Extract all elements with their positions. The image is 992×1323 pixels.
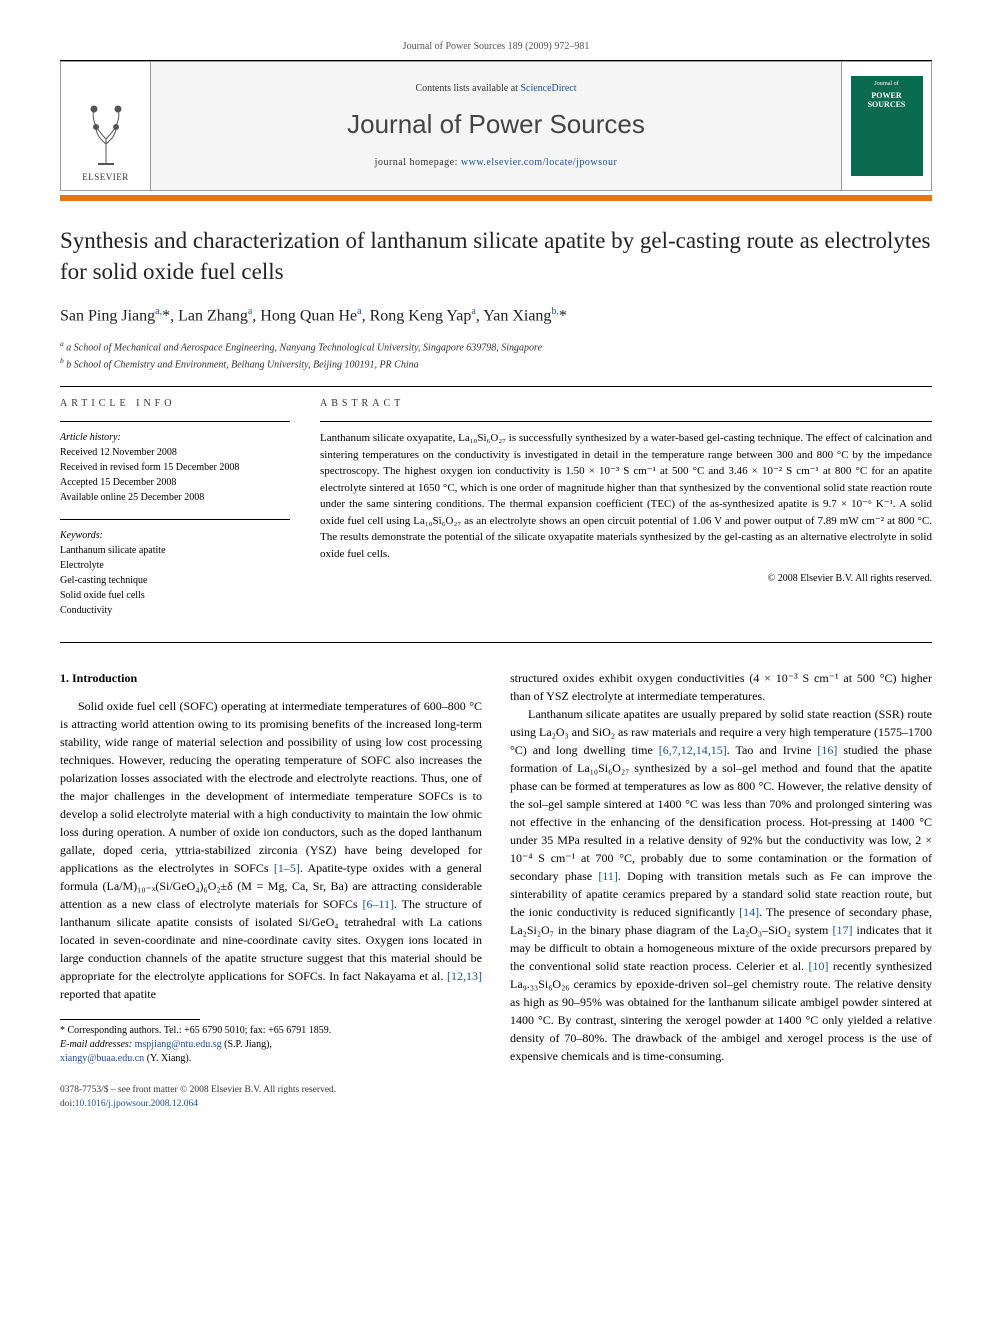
keywords-head: Keywords:	[60, 528, 290, 543]
running-head: Journal of Power Sources 189 (2009) 972–…	[60, 40, 932, 54]
article-info-label: article info	[60, 397, 290, 411]
keywords-block: Keywords: Lanthanum silicate apatite Ele…	[60, 528, 290, 618]
email-line: E-mail addresses: mspjiang@ntu.edu.sg (S…	[60, 1038, 482, 1052]
front-matter-line: 0378-7753/$ – see front matter © 2008 El…	[60, 1084, 336, 1097]
info-abstract-row: article info Article history: Received 1…	[60, 397, 932, 632]
authors-line: San Ping Jianga,*, Lan Zhanga, Hong Quan…	[60, 305, 932, 328]
journal-title: Journal of Power Sources	[347, 106, 645, 142]
abstract-label: abstract	[320, 397, 932, 411]
info-rule-2	[60, 519, 290, 520]
journal-cover-thumb: Journal of POWER SOURCES	[851, 76, 923, 176]
email-label: E-mail addresses:	[60, 1039, 132, 1050]
divider-above-info	[60, 386, 932, 387]
publisher-cell: ELSEVIER	[61, 62, 151, 190]
orange-accent-bar	[60, 195, 932, 201]
article-title: Synthesis and characterization of lantha…	[60, 225, 932, 287]
body-col-left: 1. Introduction Solid oxide fuel cell (S…	[60, 669, 482, 1066]
abstract-text: Lanthanum silicate oxyapatite, La₁₀Si₆O₂…	[320, 430, 932, 562]
keyword: Solid oxide fuel cells	[60, 588, 290, 603]
affiliation-a: a a School of Mechanical and Aerospace E…	[60, 338, 932, 355]
homepage-prefix: journal homepage:	[375, 157, 461, 168]
divider-below-abstract	[60, 642, 932, 643]
journal-homepage-line: journal homepage: www.elsevier.com/locat…	[375, 156, 618, 170]
copyright-line: © 2008 Elsevier B.V. All rights reserved…	[320, 572, 932, 586]
history-line: Received in revised form 15 December 200…	[60, 460, 290, 475]
corresponding-author-note: * Corresponding authors. Tel.: +65 6790 …	[60, 1024, 482, 1038]
email-link-2[interactable]: xiangy@buaa.edu.cn	[60, 1053, 144, 1064]
body-paragraph: Lanthanum silicate apatites are usually …	[510, 705, 932, 1065]
homepage-link[interactable]: www.elsevier.com/locate/jpowsour	[461, 157, 617, 168]
cover-cell: Journal of POWER SOURCES	[841, 62, 931, 190]
body-paragraph: Solid oxide fuel cell (SOFC) operating a…	[60, 697, 482, 1003]
doi-link[interactable]: 10.1016/j.jpowsour.2008.12.064	[75, 1099, 198, 1109]
email-who-2: (Y. Xiang).	[144, 1053, 191, 1064]
publisher-label: ELSEVIER	[82, 171, 129, 184]
email-line-2: xiangy@buaa.edu.cn (Y. Xiang).	[60, 1052, 482, 1066]
affiliations: a a School of Mechanical and Aerospace E…	[60, 338, 932, 373]
cover-title: POWER SOURCES	[855, 92, 919, 110]
doi-line: doi:10.1016/j.jpowsour.2008.12.064	[60, 1098, 336, 1111]
body-columns: 1. Introduction Solid oxide fuel cell (S…	[60, 669, 932, 1066]
history-head: Article history:	[60, 430, 290, 445]
email-who-1: (S.P. Jiang),	[222, 1039, 272, 1050]
contents-available-line: Contents lists available at ScienceDirec…	[415, 82, 576, 96]
bottom-meta: 0378-7753/$ – see front matter © 2008 El…	[60, 1084, 932, 1111]
keyword: Gel-casting technique	[60, 573, 290, 588]
journal-header-box: ELSEVIER Contents lists available at Sci…	[60, 61, 932, 191]
body-paragraph: structured oxides exhibit oxygen conduct…	[510, 669, 932, 705]
sciencedirect-link[interactable]: ScienceDirect	[520, 83, 576, 94]
history-line: Available online 25 December 2008	[60, 490, 290, 505]
footnotes: * Corresponding authors. Tel.: +65 6790 …	[60, 1024, 482, 1066]
email-link-1[interactable]: mspjiang@ntu.edu.sg	[135, 1039, 222, 1050]
article-info-column: article info Article history: Received 1…	[60, 397, 290, 632]
section-heading-1: 1. Introduction	[60, 669, 482, 687]
journal-center: Contents lists available at ScienceDirec…	[151, 62, 841, 190]
elsevier-tree-icon	[76, 99, 136, 169]
history-line: Received 12 November 2008	[60, 445, 290, 460]
abstract-rule	[320, 421, 932, 422]
contents-prefix: Contents lists available at	[415, 83, 520, 94]
abstract-column: abstract Lanthanum silicate oxyapatite, …	[320, 397, 932, 632]
bottom-left: 0378-7753/$ – see front matter © 2008 El…	[60, 1084, 336, 1111]
keyword: Electrolyte	[60, 558, 290, 573]
cover-smalltext: Journal of	[874, 80, 898, 88]
keyword: Lanthanum silicate apatite	[60, 543, 290, 558]
keyword: Conductivity	[60, 603, 290, 618]
body-col-right: structured oxides exhibit oxygen conduct…	[510, 669, 932, 1066]
info-rule	[60, 421, 290, 422]
article-history-block: Article history: Received 12 November 20…	[60, 430, 290, 505]
history-line: Accepted 15 December 2008	[60, 475, 290, 490]
footnote-rule	[60, 1019, 200, 1020]
affiliation-b: b b School of Chemistry and Environment,…	[60, 355, 932, 372]
doi-label: doi:	[60, 1099, 75, 1109]
